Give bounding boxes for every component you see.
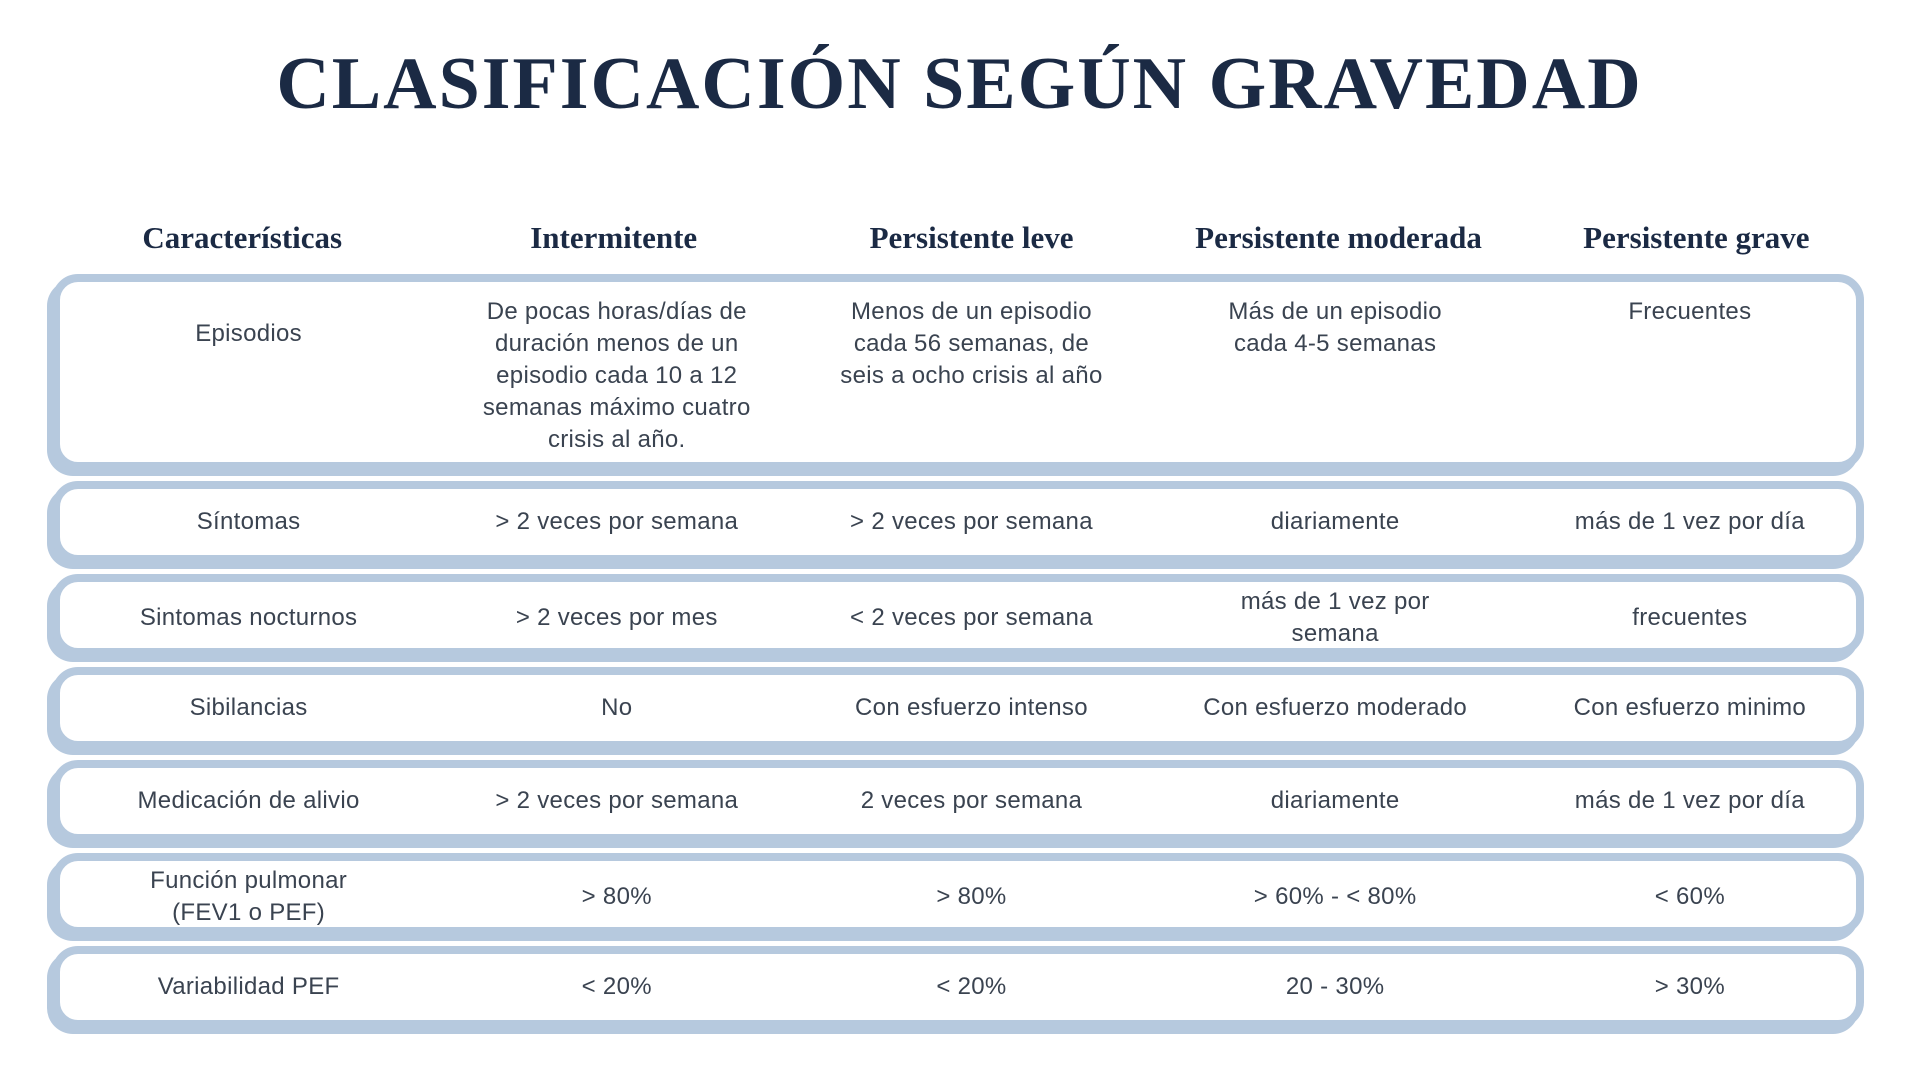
table-cell: más de 1 vez por semana [1240, 588, 1430, 647]
table-row-funcion-pulmonar: Función pulmonar (FEV1 o PEF) > 80% > 80… [52, 853, 1864, 935]
table-cell: < 60% [1654, 882, 1725, 910]
table-cell: Frecuentes [1628, 298, 1752, 325]
column-header-persistente-moderada: Persistente moderada [1195, 220, 1482, 255]
table-cell: > 30% [1654, 973, 1725, 1001]
table-row-medicacion-de-alivio: Medicación de alivio > 2 veces por seman… [52, 760, 1864, 842]
row-label: Sibilancias [189, 694, 308, 722]
table-cell: Más de un episodio cada 4-5 semanas [1228, 298, 1442, 357]
table-row-sintomas: Síntomas > 2 veces por semana > 2 veces … [52, 481, 1864, 563]
table-row-variabilidad-pef: Variabilidad PEF < 20% < 20% 20 - 30% > … [52, 946, 1864, 1028]
table-cell: < 20% [936, 973, 1007, 1001]
column-header-persistente-grave: Persistente grave [1583, 220, 1810, 255]
row-label: Episodios [195, 320, 302, 347]
table-cell: > 2 veces por semana [495, 508, 739, 536]
table-cell: > 80% [581, 882, 652, 910]
table-cell: Con esfuerzo minimo [1573, 694, 1807, 722]
table-cell: más de 1 vez por día [1574, 508, 1805, 536]
table-cell: > 2 veces por semana [495, 787, 739, 815]
page-title: CLASIFICACIÓN SEGÚN GRAVEDAD [276, 43, 1643, 125]
table-cell: > 80% [936, 882, 1007, 910]
column-header-persistente-leve: Persistente leve [869, 220, 1074, 255]
row-label: Medicación de alivio [137, 787, 360, 815]
column-header-intermitente: Intermitente [530, 220, 698, 255]
column-header-caracteristicas: Características [142, 220, 343, 255]
table-row-sibilancias: Sibilancias No Con esfuerzo intenso Con … [52, 667, 1864, 749]
row-label: Función pulmonar (FEV1 o PEF) [150, 867, 348, 926]
table-cell: > 2 veces por mes [515, 603, 718, 631]
table-row-sintomas-nocturnos: Sintomas nocturnos > 2 veces por mes < 2… [52, 574, 1864, 656]
table-cell: diariamente [1270, 787, 1400, 815]
table-cell: 20 - 30% [1285, 973, 1385, 1001]
table-cell: < 20% [581, 973, 652, 1001]
table-cell: frecuentes [1632, 603, 1748, 631]
table-cell: De pocas horas/días de duración menos de… [482, 298, 751, 453]
table-cell: 2 veces por semana [860, 787, 1083, 815]
table-cell: > 60% - < 80% [1253, 882, 1417, 910]
severity-table: Características Intermitente Persistente… [52, 220, 1864, 1039]
table-header-row: Características Intermitente Persistente… [52, 220, 1864, 256]
table-cell: Menos de un episodio cada 56 semanas, de… [840, 298, 1103, 389]
table-cell: diariamente [1270, 508, 1400, 536]
table-cell: más de 1 vez por día [1574, 787, 1805, 815]
table-cell: Con esfuerzo intenso [855, 694, 1088, 722]
table-cell: < 2 veces por semana [850, 603, 1093, 631]
table-cell: > 2 veces por semana [850, 508, 1093, 536]
row-label: Sintomas nocturnos [139, 603, 358, 631]
slide-page: CLASIFICACIÓN SEGÚN GRAVEDAD Característ… [0, 42, 1919, 1080]
row-label: Síntomas [196, 508, 301, 536]
row-label: Variabilidad PEF [157, 973, 340, 1001]
table-cell: Con esfuerzo moderado [1203, 694, 1468, 722]
table-row-episodios: Episodios De pocas horas/días de duració… [52, 274, 1864, 470]
table-cell: No [601, 694, 633, 722]
